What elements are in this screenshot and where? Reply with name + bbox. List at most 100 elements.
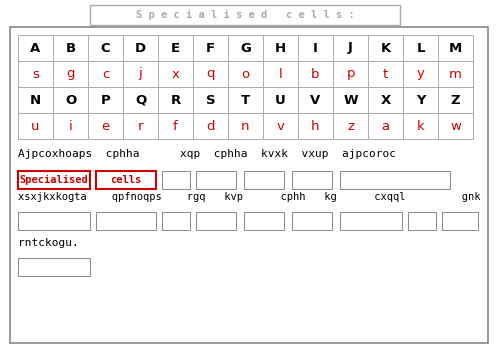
Bar bbox=[368, 113, 403, 139]
Text: e: e bbox=[102, 120, 110, 132]
Bar bbox=[298, 61, 333, 87]
Bar bbox=[403, 113, 438, 139]
Bar bbox=[158, 113, 193, 139]
Text: C: C bbox=[100, 42, 110, 54]
Bar bbox=[340, 212, 402, 230]
Bar bbox=[298, 87, 333, 113]
Bar bbox=[442, 212, 478, 230]
Bar bbox=[123, 35, 158, 61]
Bar bbox=[196, 212, 236, 230]
Bar bbox=[292, 171, 332, 189]
Bar bbox=[53, 61, 88, 87]
Text: o: o bbox=[242, 67, 250, 80]
Bar bbox=[228, 113, 263, 139]
Text: s: s bbox=[32, 67, 39, 80]
Text: E: E bbox=[171, 42, 180, 54]
Bar bbox=[368, 87, 403, 113]
Text: x: x bbox=[172, 67, 179, 80]
Text: Q: Q bbox=[135, 94, 146, 107]
Text: k: k bbox=[416, 120, 424, 132]
Bar bbox=[228, 61, 263, 87]
Text: f: f bbox=[173, 120, 178, 132]
Text: rntckogu.: rntckogu. bbox=[18, 238, 79, 248]
Text: B: B bbox=[66, 42, 76, 54]
Bar bbox=[18, 171, 90, 189]
Bar bbox=[298, 35, 333, 61]
Bar bbox=[18, 212, 90, 230]
Text: t: t bbox=[383, 67, 388, 80]
Text: u: u bbox=[31, 120, 40, 132]
Text: g: g bbox=[66, 67, 75, 80]
Bar bbox=[298, 113, 333, 139]
Bar bbox=[403, 61, 438, 87]
Bar bbox=[18, 61, 53, 87]
Text: y: y bbox=[416, 67, 424, 80]
Bar bbox=[53, 113, 88, 139]
Bar bbox=[18, 87, 53, 113]
Bar bbox=[88, 113, 123, 139]
Bar bbox=[88, 35, 123, 61]
Text: n: n bbox=[241, 120, 250, 132]
Bar bbox=[244, 171, 284, 189]
Bar bbox=[193, 35, 228, 61]
Bar bbox=[96, 171, 156, 189]
Text: Ajpcoxhoaps  cphha      xqp  cphha  kvxk  vxup  ajpcoroc: Ajpcoxhoaps cphha xqp cphha kvxk vxup aj… bbox=[18, 149, 396, 159]
Text: J: J bbox=[348, 42, 353, 54]
Bar bbox=[123, 113, 158, 139]
Bar bbox=[340, 171, 450, 189]
Bar bbox=[408, 212, 436, 230]
Bar bbox=[263, 35, 298, 61]
Bar bbox=[123, 61, 158, 87]
Text: z: z bbox=[347, 120, 354, 132]
Text: L: L bbox=[416, 42, 425, 54]
Text: A: A bbox=[30, 42, 40, 54]
Bar bbox=[53, 87, 88, 113]
Text: cells: cells bbox=[110, 175, 142, 185]
Text: O: O bbox=[65, 94, 76, 107]
Text: U: U bbox=[275, 94, 286, 107]
Text: b: b bbox=[311, 67, 320, 80]
Text: xsxjkxkogta    qpfnoqps    rgq   kvp      cphh   kg      cxqql         gnk   ok’: xsxjkxkogta qpfnoqps rgq kvp cphh kg cxq… bbox=[18, 192, 500, 202]
Text: l: l bbox=[278, 67, 282, 80]
Text: F: F bbox=[206, 42, 215, 54]
Bar bbox=[162, 212, 190, 230]
Text: c: c bbox=[102, 67, 109, 80]
Bar bbox=[368, 61, 403, 87]
Text: N: N bbox=[30, 94, 41, 107]
Bar bbox=[53, 35, 88, 61]
Text: R: R bbox=[170, 94, 180, 107]
Bar bbox=[403, 35, 438, 61]
Text: w: w bbox=[450, 120, 461, 132]
Bar bbox=[263, 61, 298, 87]
Text: j: j bbox=[138, 67, 142, 80]
Text: S p e c i a l i s e d   c e l l s :: S p e c i a l i s e d c e l l s : bbox=[136, 10, 354, 20]
Bar bbox=[10, 27, 488, 343]
Text: Z: Z bbox=[450, 94, 460, 107]
Text: h: h bbox=[311, 120, 320, 132]
Text: S: S bbox=[206, 94, 216, 107]
Text: p: p bbox=[346, 67, 355, 80]
Bar bbox=[123, 87, 158, 113]
Bar bbox=[292, 212, 332, 230]
Bar bbox=[333, 61, 368, 87]
Text: m: m bbox=[449, 67, 462, 80]
Bar bbox=[96, 212, 156, 230]
Text: a: a bbox=[382, 120, 390, 132]
Text: r: r bbox=[138, 120, 143, 132]
Text: I: I bbox=[313, 42, 318, 54]
Text: H: H bbox=[275, 42, 286, 54]
Bar bbox=[368, 35, 403, 61]
Bar bbox=[263, 113, 298, 139]
Text: d: d bbox=[206, 120, 215, 132]
Bar bbox=[438, 61, 473, 87]
Bar bbox=[193, 113, 228, 139]
Bar bbox=[193, 87, 228, 113]
Text: G: G bbox=[240, 42, 251, 54]
Bar bbox=[18, 35, 53, 61]
Bar bbox=[158, 35, 193, 61]
Text: M: M bbox=[449, 42, 462, 54]
Bar bbox=[90, 5, 400, 25]
Text: X: X bbox=[380, 94, 390, 107]
Bar bbox=[88, 87, 123, 113]
Text: D: D bbox=[135, 42, 146, 54]
